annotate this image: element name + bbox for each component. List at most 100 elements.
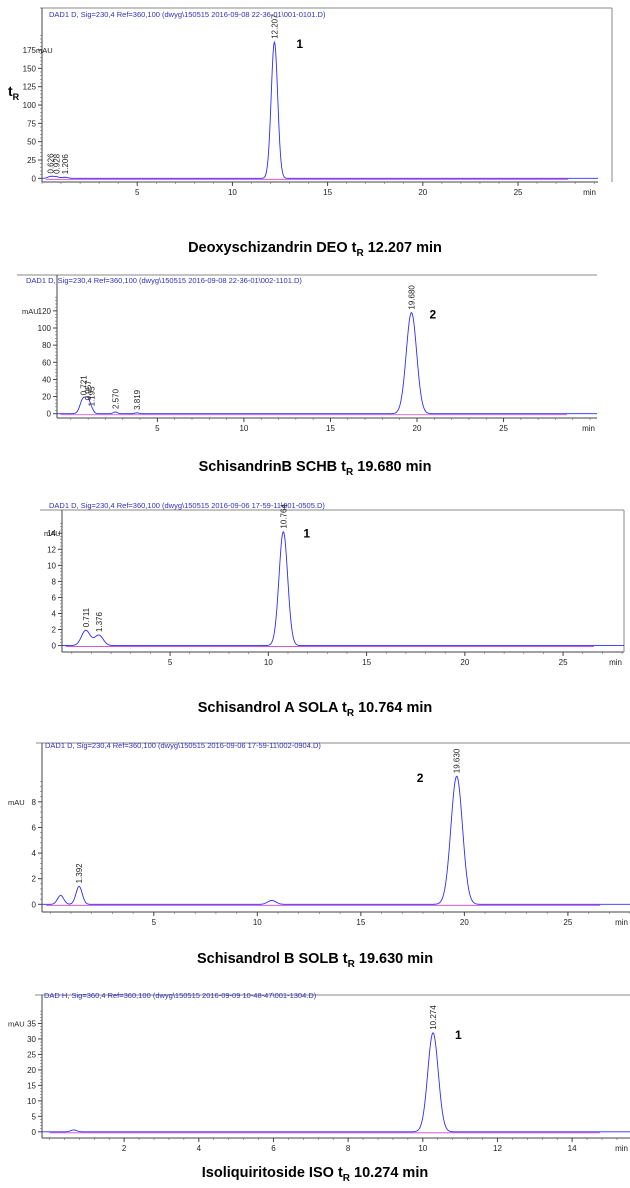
x-tick-label: 20 bbox=[460, 918, 469, 927]
signal-trace bbox=[57, 311, 597, 415]
caption-1-name: Deoxyschizandrin DEO t bbox=[188, 240, 357, 256]
y-tick-label: 25 bbox=[27, 1050, 36, 1059]
y-tick-label: 35 bbox=[27, 1019, 36, 1028]
chromatogram-header: DAD1 D, Sig=230,4 Ref=360,100 (dwyg\1505… bbox=[26, 276, 302, 285]
peak-retention-label: 10.764 bbox=[279, 504, 288, 529]
caption-2: SchisandrinB SCHB tR 19.680 min bbox=[0, 459, 630, 478]
x-tick-label: 14 bbox=[568, 1144, 577, 1153]
peak-number: 1 bbox=[303, 527, 310, 541]
caption-4-name: Schisandrol B SOLB t bbox=[196, 951, 348, 967]
x-tick-label: 2 bbox=[122, 1144, 127, 1153]
y-tick-label: 50 bbox=[27, 138, 36, 147]
peak-retention-label: 1.195 bbox=[88, 386, 97, 407]
y-axis-unit-label: mAU bbox=[22, 307, 39, 316]
x-tick-label: 4 bbox=[197, 1144, 202, 1153]
peak-retention-label: 10.274 bbox=[429, 1005, 438, 1030]
chromatogram-header: DAD1 D, Sig=230,4 Ref=360,100 (dwyg\1505… bbox=[49, 501, 325, 510]
y-tick-label: 80 bbox=[42, 341, 51, 350]
y-tick-label: 0 bbox=[32, 174, 37, 183]
y-axis-unit-label: mAU bbox=[44, 529, 61, 538]
x-tick-label: 15 bbox=[362, 658, 371, 667]
y-tick-label: 20 bbox=[27, 1066, 36, 1075]
peak-retention-label: 0.711 bbox=[82, 607, 91, 627]
y-tick-label: 75 bbox=[27, 119, 36, 128]
peak-number: 1 bbox=[455, 1028, 462, 1042]
x-tick-label: 8 bbox=[346, 1144, 351, 1153]
chromatogram-2: DAD1 D, Sig=230,4 Ref=360,100 (dwyg\1505… bbox=[17, 274, 597, 433]
y-tick-label: 30 bbox=[27, 1035, 36, 1044]
peak-retention-label: 0.957 bbox=[84, 380, 93, 401]
x-axis-unit-label: min bbox=[615, 918, 628, 927]
y-tick-label: 12 bbox=[47, 545, 56, 554]
y-tick-label: 125 bbox=[23, 83, 37, 92]
y-axis-unit-label: mAU bbox=[8, 798, 25, 807]
chromatogram-header: DAD1 D, Sig=230,4 Ref=360,100 (dwyg\1505… bbox=[49, 10, 326, 19]
x-tick-label: 25 bbox=[514, 188, 523, 197]
caption-3: Schisandrol A SOLA tR 10.764 min bbox=[0, 700, 630, 719]
peak-retention-label: 2.570 bbox=[111, 388, 120, 409]
y-tick-label: 4 bbox=[32, 849, 37, 858]
x-tick-label: 20 bbox=[460, 658, 469, 667]
y-tick-label: 14 bbox=[47, 529, 56, 538]
y-tick-label: 25 bbox=[27, 156, 36, 165]
x-tick-label: 10 bbox=[264, 658, 273, 667]
peak-retention-label: 12.207 bbox=[270, 14, 279, 39]
caption-4-sub: R bbox=[347, 958, 355, 970]
tr-main: t bbox=[8, 83, 13, 99]
x-axis-unit-label: min bbox=[609, 658, 622, 667]
y-tick-label: 20 bbox=[42, 393, 51, 402]
y-tick-label: 8 bbox=[52, 577, 57, 586]
y-tick-label: 120 bbox=[38, 307, 52, 316]
signal-trace bbox=[41, 40, 598, 179]
tr-sub: R bbox=[12, 91, 20, 102]
x-tick-label: 10 bbox=[253, 918, 262, 927]
chromatogram-header: DAD1 D, Sig=230,4 Ref=360,100 (dwyg\1505… bbox=[45, 741, 321, 750]
y-tick-label: 2 bbox=[32, 875, 37, 884]
y-tick-label: 60 bbox=[42, 358, 51, 367]
caption-4-tail: 19.630 min bbox=[354, 951, 434, 967]
y-axis-unit-label: mAU bbox=[8, 1019, 25, 1028]
peak-retention-label: 3.819 bbox=[133, 389, 142, 410]
chromatogram-panel-2: DAD1 D, Sig=230,4 Ref=360,100 (dwyg\1505… bbox=[0, 270, 630, 450]
x-axis-unit-label: min bbox=[615, 1144, 628, 1153]
caption-5-name: Isoliquiritoside ISO t bbox=[201, 1165, 343, 1181]
chromatogram-1: DAD1 D, Sig=230,4 Ref=360,100 (dwyg\1505… bbox=[23, 7, 613, 197]
retention-time-axis-label: tR bbox=[8, 83, 19, 102]
x-tick-label: 25 bbox=[499, 424, 508, 433]
caption-4: Schisandrol B SOLB tR 19.630 min bbox=[0, 951, 630, 970]
signal-trace bbox=[62, 531, 624, 647]
caption-2-sub: R bbox=[346, 466, 354, 478]
signal-trace bbox=[42, 1032, 630, 1133]
peak-retention-label: 0.626 bbox=[47, 153, 56, 174]
peak-number: 1 bbox=[296, 37, 303, 51]
x-tick-label: 5 bbox=[155, 424, 160, 433]
x-tick-label: 10 bbox=[418, 1144, 427, 1153]
x-tick-label: 10 bbox=[228, 188, 237, 197]
x-tick-label: 5 bbox=[135, 188, 140, 197]
caption-3-name: Schisandrol A SOLA t bbox=[197, 700, 347, 716]
caption-1: Deoxyschizandrin DEO tR 12.207 min bbox=[0, 240, 630, 259]
y-tick-label: 0 bbox=[32, 900, 37, 909]
y-tick-label: 5 bbox=[32, 1112, 37, 1121]
x-tick-label: 15 bbox=[323, 188, 332, 197]
caption-5-sub: R bbox=[342, 1172, 351, 1184]
y-axis-unit-label: mAU bbox=[36, 46, 53, 55]
caption-5-tail: 10.274 min bbox=[350, 1165, 429, 1181]
y-tick-label: 6 bbox=[32, 823, 37, 832]
caption-3-tail: 10.764 min bbox=[354, 700, 433, 716]
y-tick-label: 0 bbox=[52, 642, 57, 651]
caption-3-sub: R bbox=[346, 707, 355, 719]
y-tick-label: 2 bbox=[52, 626, 57, 635]
y-tick-label: 0 bbox=[47, 410, 52, 419]
y-tick-label: 6 bbox=[52, 593, 57, 602]
peak-retention-label: 1.206 bbox=[61, 154, 70, 175]
y-tick-label: 10 bbox=[27, 1097, 36, 1106]
caption-2-tail: 19.680 min bbox=[353, 459, 432, 475]
x-tick-label: 15 bbox=[356, 918, 365, 927]
y-tick-label: 15 bbox=[27, 1081, 36, 1090]
peak-retention-label: 1.376 bbox=[95, 612, 104, 633]
chromatogram-4: DAD1 D, Sig=230,4 Ref=360,100 (dwyg\1505… bbox=[8, 741, 630, 927]
x-tick-label: 6 bbox=[271, 1144, 276, 1153]
chromatogram-panel-1: DAD1 D, Sig=230,4 Ref=360,100 (dwyg\1505… bbox=[0, 0, 630, 215]
y-tick-label: 0 bbox=[32, 1128, 37, 1137]
